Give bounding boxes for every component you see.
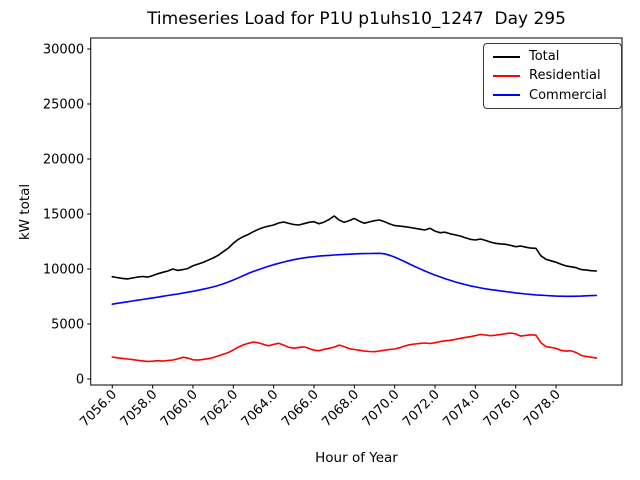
legend: Total Residential Commercial bbox=[483, 43, 622, 109]
residential-line bbox=[111, 332, 598, 363]
commercial-line-swatch bbox=[493, 94, 520, 97]
legend-label: Residential bbox=[529, 68, 601, 84]
x-tick-label: 7072.0 bbox=[400, 387, 443, 430]
x-tick-label: 7062.0 bbox=[198, 387, 241, 430]
legend-item-commercial: Commercial bbox=[493, 89, 612, 102]
x-axis-label: Hour of Year bbox=[315, 450, 398, 466]
y-tick-label: 30000 bbox=[43, 43, 84, 58]
y-tick-label: 0 bbox=[76, 373, 84, 388]
x-tick-label: 7070.0 bbox=[360, 387, 403, 430]
x-tick-label: 7064.0 bbox=[239, 387, 282, 430]
x-tick-label: 7056.0 bbox=[77, 387, 120, 430]
total-line-swatch bbox=[493, 55, 520, 58]
x-tick-label: 7068.0 bbox=[319, 387, 362, 430]
chart-title: Timeseries Load for P1U p1uhs10_1247 Day… bbox=[147, 9, 566, 29]
x-tick-label: 7078.0 bbox=[521, 387, 564, 430]
y-tick-label: 5000 bbox=[51, 318, 84, 333]
plot-frame bbox=[90, 37, 623, 386]
y-tick-label: 25000 bbox=[43, 98, 84, 113]
residential-line-swatch bbox=[493, 74, 520, 77]
x-tick-label: 7060.0 bbox=[158, 387, 201, 430]
x-tick-label: 7074.0 bbox=[440, 387, 483, 430]
x-tick-label: 7066.0 bbox=[279, 387, 322, 430]
legend-item-residential: Residential bbox=[493, 69, 612, 82]
y-axis-label: kW total bbox=[17, 183, 33, 241]
legend-label: Total bbox=[529, 49, 560, 65]
legend-label: Commercial bbox=[529, 87, 607, 103]
x-tick-label: 7076.0 bbox=[481, 387, 524, 430]
commercial-line bbox=[111, 252, 598, 306]
y-tick-label: 10000 bbox=[43, 263, 84, 278]
y-tick-label: 20000 bbox=[43, 153, 84, 168]
x-tick-label: 7058.0 bbox=[118, 387, 161, 430]
legend-item-total: Total bbox=[493, 50, 612, 63]
y-tick-label: 15000 bbox=[43, 208, 84, 223]
total-line bbox=[111, 215, 598, 280]
